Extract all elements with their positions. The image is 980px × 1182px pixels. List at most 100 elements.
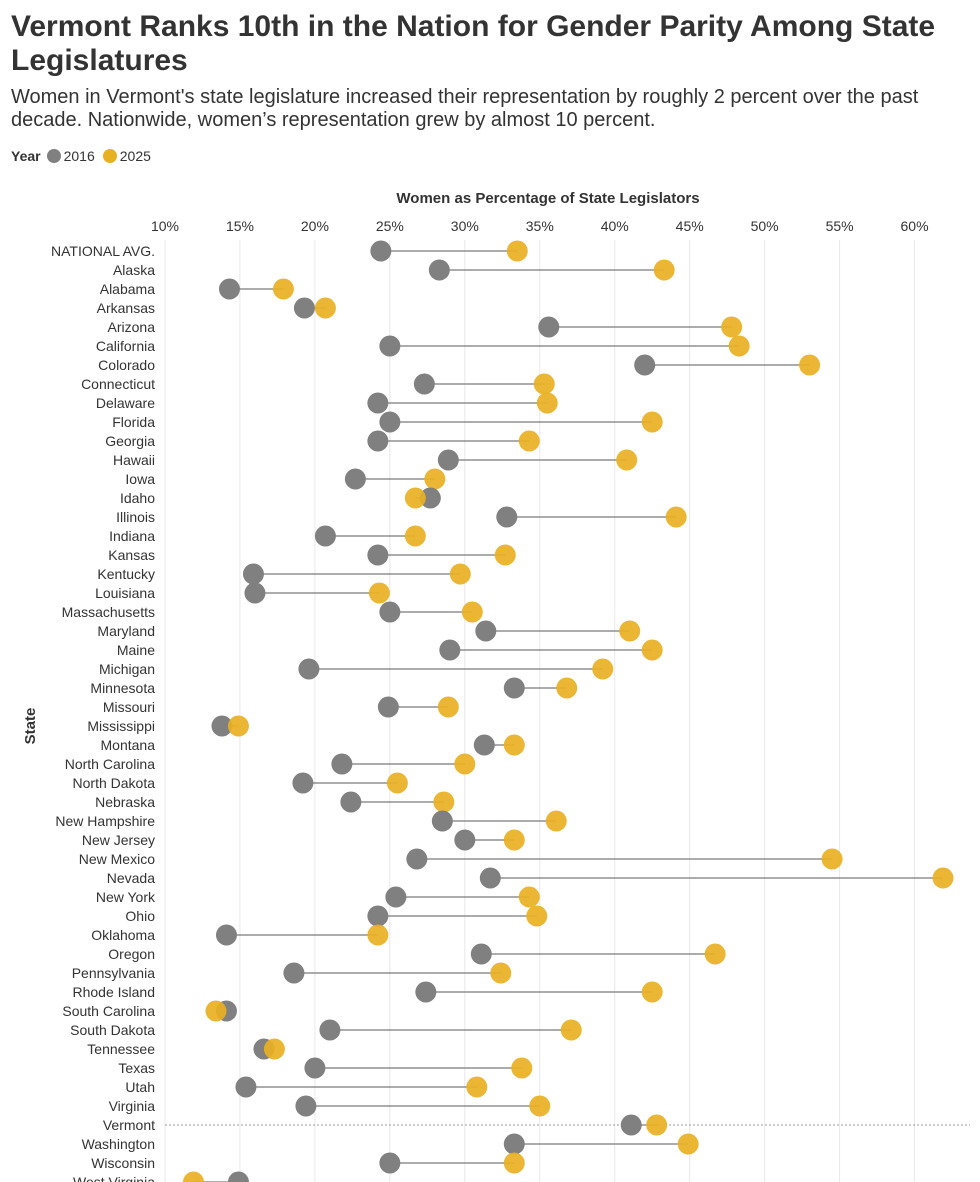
dot-2016[interactable] — [538, 316, 560, 338]
dot-2016[interactable] — [503, 677, 525, 699]
dot-2025[interactable] — [536, 392, 558, 414]
dot-2016[interactable] — [235, 1076, 257, 1098]
dot-2016[interactable] — [377, 696, 399, 718]
dot-2025[interactable] — [592, 658, 614, 680]
dot-2016[interactable] — [454, 829, 476, 851]
dot-2016[interactable] — [415, 981, 437, 1003]
dot-2016[interactable] — [242, 563, 264, 585]
dot-2025[interactable] — [263, 1038, 285, 1060]
dot-2025[interactable] — [506, 240, 528, 262]
dot-2025[interactable] — [227, 715, 249, 737]
dot-2016[interactable] — [331, 753, 353, 775]
dot-2016[interactable] — [473, 734, 495, 756]
dot-2016[interactable] — [319, 1019, 341, 1041]
dot-2025[interactable] — [367, 924, 389, 946]
dot-2025[interactable] — [518, 886, 540, 908]
dot-2016[interactable] — [475, 620, 497, 642]
dot-2016[interactable] — [304, 1057, 326, 1079]
dot-2025[interactable] — [404, 525, 426, 547]
dot-2025[interactable] — [404, 487, 426, 509]
dot-2025[interactable] — [205, 1000, 227, 1022]
dot-2025[interactable] — [314, 297, 336, 319]
dot-2016[interactable] — [283, 962, 305, 984]
dot-2025[interactable] — [466, 1076, 488, 1098]
dot-2025[interactable] — [677, 1133, 699, 1155]
dot-2016[interactable] — [370, 240, 392, 262]
dot-2016[interactable] — [367, 392, 389, 414]
dot-2016[interactable] — [419, 487, 441, 509]
dot-2025[interactable] — [433, 791, 455, 813]
dot-2016[interactable] — [379, 335, 401, 357]
legend-item-2016[interactable]: 2016 — [46, 148, 95, 164]
dot-2025[interactable] — [821, 848, 843, 870]
dot-2016[interactable] — [406, 848, 428, 870]
dot-2016[interactable] — [211, 715, 233, 737]
dot-2025[interactable] — [799, 354, 821, 376]
dot-2025[interactable] — [272, 278, 294, 300]
dot-2016[interactable] — [344, 468, 366, 490]
dot-2025[interactable] — [511, 1057, 533, 1079]
dot-2016[interactable] — [503, 1133, 525, 1155]
dot-2025[interactable] — [437, 696, 459, 718]
dot-2016[interactable] — [367, 544, 389, 566]
dot-2025[interactable] — [529, 1095, 551, 1117]
dot-2025[interactable] — [665, 506, 687, 528]
dot-2025[interactable] — [560, 1019, 582, 1041]
dot-2016[interactable] — [439, 639, 461, 661]
dot-2025[interactable] — [182, 1171, 204, 1182]
dot-2016[interactable] — [413, 373, 435, 395]
dot-2016[interactable] — [367, 430, 389, 452]
dot-2016[interactable] — [293, 297, 315, 319]
dot-2025[interactable] — [721, 316, 743, 338]
dot-2025[interactable] — [503, 734, 525, 756]
dot-2016[interactable] — [634, 354, 656, 376]
dot-2016[interactable] — [227, 1171, 249, 1182]
dot-2025[interactable] — [556, 677, 578, 699]
dot-2016[interactable] — [244, 582, 266, 604]
dot-2016[interactable] — [218, 278, 240, 300]
dot-2025[interactable] — [545, 810, 567, 832]
dot-2025[interactable] — [461, 601, 483, 623]
dot-2025[interactable] — [641, 411, 663, 433]
dot-2025[interactable] — [494, 544, 516, 566]
dot-2016[interactable] — [437, 449, 459, 471]
dot-2025[interactable] — [646, 1114, 668, 1136]
dot-2025[interactable] — [490, 962, 512, 984]
dot-2016[interactable] — [292, 772, 314, 794]
dot-2025[interactable] — [518, 430, 540, 452]
dot-2025[interactable] — [454, 753, 476, 775]
dot-2025[interactable] — [503, 1152, 525, 1174]
dot-2025[interactable] — [704, 943, 726, 965]
dot-2025[interactable] — [424, 468, 446, 490]
dot-2025[interactable] — [932, 867, 954, 889]
dot-2016[interactable] — [428, 259, 450, 281]
dot-2025[interactable] — [653, 259, 675, 281]
dot-2016[interactable] — [379, 411, 401, 433]
dot-2016[interactable] — [496, 506, 518, 528]
dot-2025[interactable] — [533, 373, 555, 395]
dot-2016[interactable] — [367, 905, 389, 927]
dot-2016[interactable] — [479, 867, 501, 889]
dot-2016[interactable] — [215, 924, 237, 946]
dot-2016[interactable] — [620, 1114, 642, 1136]
dot-2025[interactable] — [449, 563, 471, 585]
dot-2016[interactable] — [431, 810, 453, 832]
dot-2025[interactable] — [619, 620, 641, 642]
dot-2016[interactable] — [340, 791, 362, 813]
dot-2025[interactable] — [616, 449, 638, 471]
dot-2025[interactable] — [728, 335, 750, 357]
dot-2025[interactable] — [641, 981, 663, 1003]
dot-2016[interactable] — [470, 943, 492, 965]
dot-2016[interactable] — [379, 1152, 401, 1174]
dot-2025[interactable] — [368, 582, 390, 604]
dot-2016[interactable] — [295, 1095, 317, 1117]
dot-2016[interactable] — [298, 658, 320, 680]
dot-2025[interactable] — [503, 829, 525, 851]
legend-item-2025[interactable]: 2025 — [102, 148, 151, 164]
dot-2025[interactable] — [641, 639, 663, 661]
dot-2016[interactable] — [379, 601, 401, 623]
dot-2016[interactable] — [385, 886, 407, 908]
dot-2025[interactable] — [526, 905, 548, 927]
dot-2016[interactable] — [314, 525, 336, 547]
dot-2025[interactable] — [386, 772, 408, 794]
